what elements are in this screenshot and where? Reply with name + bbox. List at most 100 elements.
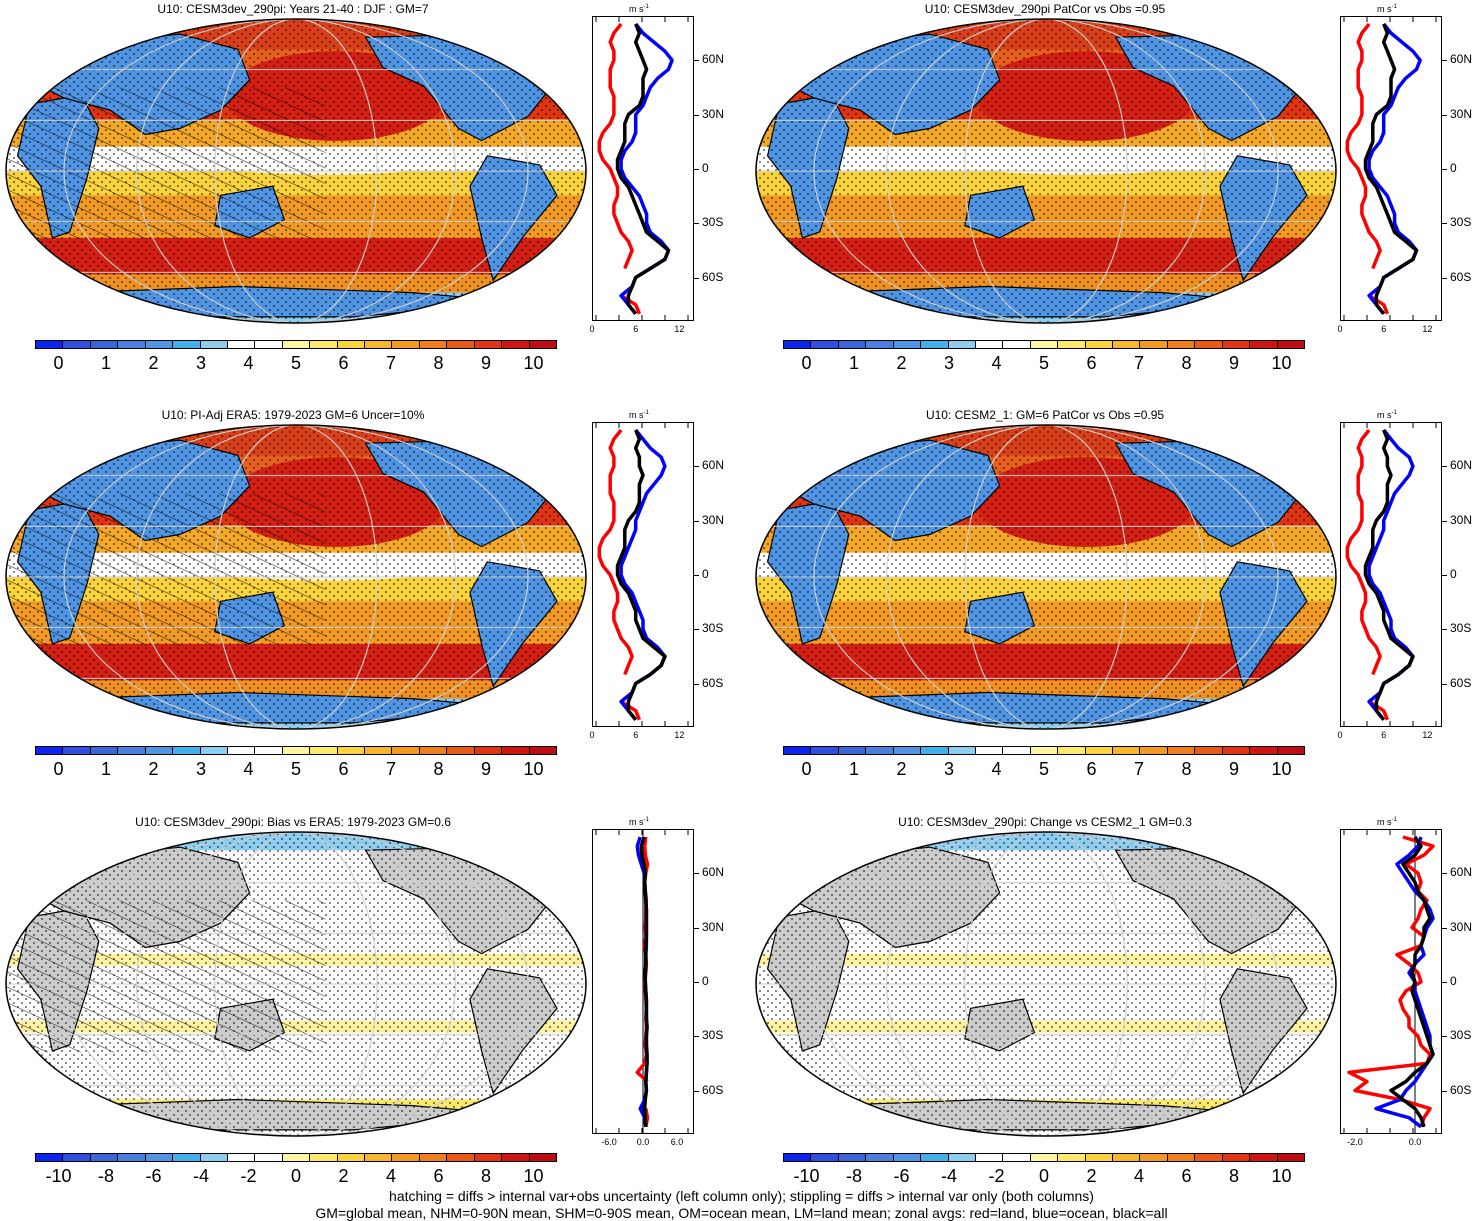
colorbar-label: 5: [1038, 353, 1050, 373]
profile-lat-tick: 30S: [1450, 621, 1472, 636]
graticule: [6, 832, 586, 1136]
colorbar-swatch: [529, 747, 557, 754]
profile-lat-tick: 0: [1450, 973, 1457, 988]
colorbar-labels: -10 -8 -6 -4 -2 0 2 4 6 8 10: [35, 1166, 557, 1188]
colorbar-swatch: [173, 341, 201, 348]
profile-lat-tick: 30S: [1450, 1028, 1472, 1043]
zonal-line-land: [597, 428, 642, 721]
profile-lat-tick: 60N: [1450, 458, 1473, 473]
colorbar-swatch: [1167, 1154, 1196, 1161]
colorbar-swatch: [1277, 1154, 1305, 1161]
colorbar-swatch: [502, 341, 530, 348]
profile-x-tick: 6: [1381, 730, 1387, 740]
profile-lat-tick: 60S: [702, 675, 724, 690]
profile-x-tick: 6: [633, 324, 639, 334]
colorbar-swatch: [337, 747, 366, 754]
profile-lat-tick-mark: [1442, 114, 1447, 116]
colorbar-label: 3: [943, 759, 954, 779]
panel-title: U10: CESM3dev_290pi: Years 21-40 : DJF :…: [157, 2, 429, 16]
colorbar-swatch: [893, 1154, 922, 1161]
colorbar-swatch: [1250, 747, 1278, 754]
panel-title: U10: CESM3dev_290pi: Change vs CESM2_1 G…: [898, 815, 1192, 829]
graticule: [756, 19, 1336, 323]
map-outline: [755, 831, 1337, 1137]
profile-lat-tick-mark: [694, 1090, 699, 1092]
colorbar: [35, 340, 557, 349]
profile-units: m s-1: [1377, 817, 1397, 827]
profile-lat-tick: 30N: [702, 919, 725, 934]
colorbar-swatch: [337, 341, 366, 348]
profile-lat-tick-mark: [1442, 277, 1447, 279]
hatching: [6, 900, 326, 1053]
colorbar-swatch: [1030, 1154, 1059, 1161]
profile-lat-tick-mark: [1442, 873, 1447, 875]
profile-lat-tick: 30N: [702, 512, 725, 527]
colorbar-swatch: [1222, 747, 1251, 754]
colorbar-swatch: [90, 747, 119, 754]
profile-lat-tick-mark: [694, 223, 699, 225]
colorbar-label: 8: [1181, 353, 1192, 373]
profile-lat-tick: 30N: [1450, 106, 1473, 121]
colorbar-label: 1: [100, 759, 111, 779]
colorbar-label: 8: [480, 1166, 492, 1186]
profile-frame: [592, 422, 694, 727]
colorbar-label: 1: [848, 759, 859, 779]
profile-lat-tick-mark: [694, 520, 699, 522]
panel-title: U10: CESM3dev_290pi: Bias vs ERA5: 1979-…: [135, 815, 451, 829]
profile-x-tick: 0.0: [1408, 1137, 1422, 1147]
colorbar-swatch: [173, 747, 201, 754]
zonal-line-all: [615, 23, 671, 315]
colorbar-label: 9: [1228, 759, 1240, 779]
colorbar-swatch: [365, 1154, 393, 1161]
colorbar-label: 6: [1181, 1166, 1192, 1186]
colorbar-swatch: [145, 747, 174, 754]
colorbar-label: 8: [1228, 1166, 1240, 1186]
colorbar-swatch: [1140, 747, 1168, 754]
colorbar-labels: 0 1 2 3 4 5 6 7 8 9 10: [35, 353, 557, 375]
colorbar-swatch: [255, 747, 283, 754]
map-panel: [755, 18, 1337, 324]
colorbar-swatch: [200, 747, 228, 754]
profile-lat-tick: 30N: [1450, 512, 1473, 527]
colorbar-label: 1: [848, 353, 859, 373]
profile-x-tick: 0: [1337, 324, 1343, 334]
colorbar-label: 3: [195, 353, 206, 373]
panel-title: U10: CESM2_1: GM=6 PatCor vs Obs =0.95: [925, 408, 1165, 422]
profile-lat-tick: 30N: [1450, 919, 1473, 934]
colorbar-label: 6: [338, 759, 349, 779]
colorbar-label: -6: [145, 1166, 162, 1186]
colorbar-swatch: [474, 747, 503, 754]
colorbar-label: 0: [1038, 1166, 1050, 1186]
colorbar-label: 0: [290, 1166, 302, 1186]
colorbar-swatch: [1222, 1154, 1251, 1161]
map-field: [756, 832, 1336, 1136]
profile-x-tick: -2.0: [1347, 1137, 1363, 1147]
colorbar-swatch: [784, 747, 812, 754]
map-panel: [5, 424, 587, 730]
zonal-line-all: [639, 836, 649, 1127]
colorbar-label: 0: [53, 353, 64, 373]
colorbar-label: 10: [523, 759, 544, 779]
profile-x-tick: 6.0: [670, 1137, 684, 1147]
colorbar-swatch: [1030, 747, 1059, 754]
colorbar-swatch: [975, 341, 1004, 348]
colorbar-swatch: [173, 1154, 201, 1161]
colorbar-label: 3: [195, 759, 206, 779]
colorbar-swatch: [36, 341, 64, 348]
profile-lat-tick-mark: [694, 114, 699, 116]
colorbar-label: 10: [1271, 1166, 1292, 1186]
profile-x-tick: 0: [589, 324, 595, 334]
colorbar-label: 7: [385, 353, 397, 373]
colorbar-swatch: [282, 747, 311, 754]
colorbar-swatch: [948, 341, 976, 348]
colorbar-swatch: [838, 747, 867, 754]
colorbar-swatch: [392, 747, 420, 754]
colorbar-swatch: [419, 341, 448, 348]
profile-units: m s-1: [1377, 4, 1397, 14]
profile-lat-tick: 60N: [702, 52, 725, 67]
graticule: [6, 19, 586, 323]
colorbar-swatch: [474, 341, 503, 348]
zonal-profile: [592, 829, 694, 1134]
profile-lat-tick-mark: [694, 1036, 699, 1038]
colorbar-label: 5: [1038, 759, 1050, 779]
